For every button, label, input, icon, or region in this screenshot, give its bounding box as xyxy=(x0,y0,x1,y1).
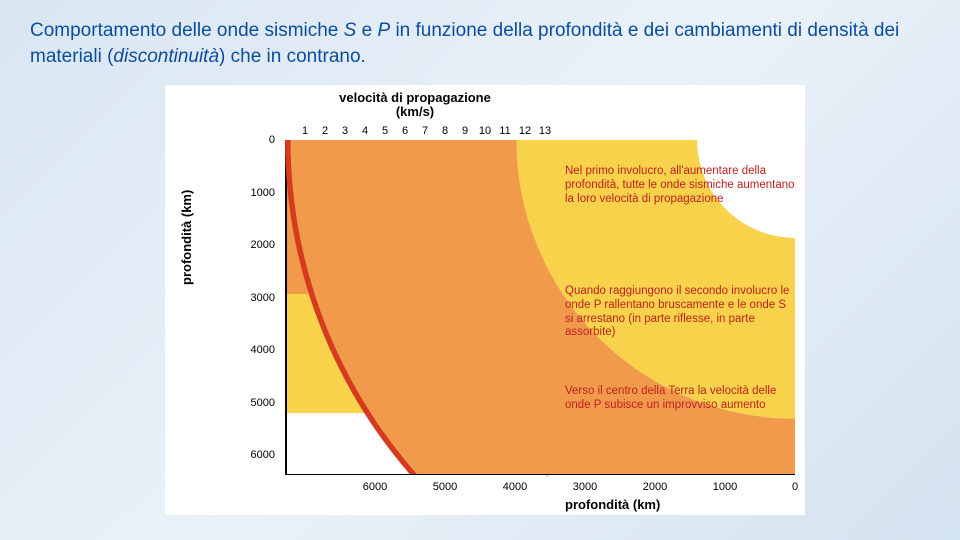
annotation-text: Quando raggiungono il secondo involucro … xyxy=(565,285,795,340)
bottom-axis-title: profondità (km) xyxy=(565,497,660,512)
top-tick: 4 xyxy=(362,125,368,137)
top-tick: 10 xyxy=(479,125,491,137)
y-tick: 5000 xyxy=(251,397,275,409)
y-tick: 2000 xyxy=(251,239,275,251)
top-tick: 12 xyxy=(519,125,531,137)
seismic-chart: velocità di propagazione(km/s) 123456789… xyxy=(165,85,805,515)
top-tick: 3 xyxy=(342,125,348,137)
top-tick: 9 xyxy=(462,125,468,137)
page-title: Comportamento delle onde sismiche S e P … xyxy=(30,18,930,69)
top-tick: 2 xyxy=(322,125,328,137)
layer-inner-core xyxy=(287,413,545,477)
bottom-tick: 1000 xyxy=(713,481,737,493)
y-axis-title: profondità (km) xyxy=(179,190,194,285)
y-tick: 1000 xyxy=(251,187,275,199)
bottom-tick: 6000 xyxy=(363,481,387,493)
y-tick: 4000 xyxy=(251,344,275,356)
bottom-tick: 3000 xyxy=(573,481,597,493)
top-tick: 11 xyxy=(499,125,510,137)
top-tick: 1 xyxy=(302,125,308,137)
annotation-text: Nel primo involucro, all'aumentare della… xyxy=(565,165,795,206)
top-axis-title: velocità di propagazione(km/s) xyxy=(285,91,545,118)
top-tick: 13 xyxy=(539,125,551,137)
bottom-tick: 5000 xyxy=(433,481,457,493)
top-tick: 5 xyxy=(382,125,388,137)
plot-area: onda S onda P xyxy=(285,140,545,475)
bottom-tick: 2000 xyxy=(643,481,667,493)
wave-p-label: onda P xyxy=(505,212,519,252)
bottom-tick: 4000 xyxy=(503,481,527,493)
top-tick: 7 xyxy=(422,125,428,137)
y-tick: 6000 xyxy=(251,449,275,461)
annotation-text: Verso il centro della Terra la velocità … xyxy=(565,385,795,413)
y-tick: 3000 xyxy=(251,292,275,304)
bottom-tick: 0 xyxy=(792,481,798,493)
top-tick: 8 xyxy=(442,125,448,137)
y-tick: 0 xyxy=(269,134,275,146)
layer-outer-core xyxy=(287,294,545,413)
top-tick: 6 xyxy=(402,125,408,137)
wave-s-label: onda S xyxy=(395,212,409,252)
